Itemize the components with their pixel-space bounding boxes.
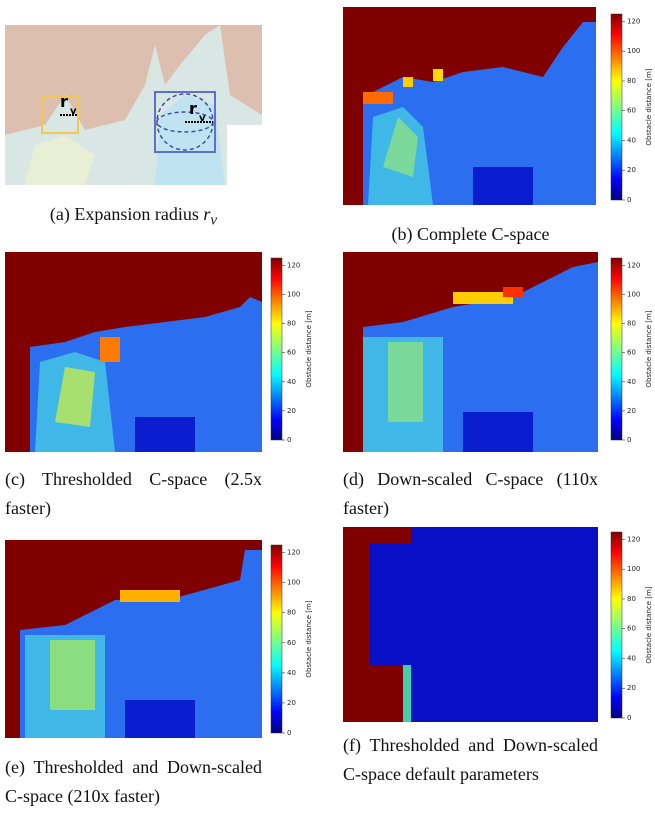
colorbar-tick-label: 80 [287, 609, 296, 617]
colorbar-tick-label: 100 [627, 290, 640, 298]
caption: (d) Down-scaled C-space (110x faster) [343, 469, 598, 518]
caption: (a) Expansion radius rv [5, 200, 262, 236]
colorbar-tick-label: 100 [627, 565, 640, 573]
caption-sub: v [210, 212, 218, 229]
expansion-image: r v r v [5, 25, 262, 185]
heatmap [5, 252, 262, 452]
colorbar-tick-label: 40 [287, 669, 296, 677]
colorbar-tick-label: 120 [627, 17, 640, 25]
colorbar-tick-label: 120 [287, 261, 300, 269]
heatmap [343, 7, 596, 205]
colorbar-tick-label: 60 [627, 349, 636, 357]
caption: (f) Thresholded and Down-scaled C-space … [343, 735, 598, 784]
colorbar-tick-label: 80 [627, 595, 636, 603]
colorbar-tick-label: 60 [627, 625, 636, 633]
caption: (b) Complete C-space [391, 224, 550, 244]
colorbar-tick-label: 120 [627, 261, 640, 269]
heatmap [343, 527, 598, 722]
colorbar-tick-label: 60 [287, 639, 296, 647]
colorbar: 0 20 40 60 80 100 120 Obstacle distance [m] [270, 257, 313, 444]
colorbar-label: Obstacle distance [m] [645, 310, 653, 387]
colorbar-tick-label: 0 [627, 436, 631, 444]
colorbar-tick-label: 120 [287, 549, 300, 557]
colorbar-label: Obstacle distance [m] [305, 600, 313, 677]
colorbar-tick-label: 20 [627, 166, 636, 174]
colorbar-label: Obstacle distance [m] [645, 68, 653, 145]
colorbar-tick-label: 80 [287, 320, 296, 328]
colorbar-tick-label: 40 [627, 136, 636, 144]
colorbar-tick-label: 80 [627, 77, 636, 85]
colorbar-gradient [610, 531, 623, 719]
caption: (c) Thresholded C-space (2.5x faster) [5, 469, 262, 518]
colorbar-tick-label: 60 [627, 107, 636, 115]
annotation: r [60, 92, 68, 111]
colorbar-tick-label: 0 [287, 436, 291, 444]
colorbar-label: Obstacle distance [m] [305, 310, 313, 387]
colorbar-tick-label: 40 [627, 378, 636, 386]
heatmap [5, 540, 262, 738]
annotation-sub: v [70, 106, 77, 117]
colorbar-tick-label: 80 [627, 320, 636, 328]
colorbar-tick-label: 100 [287, 579, 300, 587]
colorbar-tick-label: 0 [287, 729, 291, 737]
caption-math: r [203, 204, 211, 224]
colorbar-gradient [610, 13, 623, 201]
annotation-sub: v [199, 113, 206, 124]
annotation: r [189, 99, 197, 118]
colorbar-tick-label: 20 [627, 407, 636, 415]
colorbar-tick-label: 20 [287, 699, 296, 707]
colorbar-tick-label: 40 [627, 654, 636, 662]
caption-text: (a) Expansion radius [49, 204, 199, 224]
colorbar-tick-label: 20 [627, 684, 636, 692]
colorbar: 0 20 40 60 80 100 120 Obstacle distance [m] [610, 257, 653, 444]
colorbar-label: Obstacle distance [m] [645, 586, 653, 663]
colorbar-tick-label: 0 [627, 714, 631, 722]
colorbar-tick-label: 60 [287, 349, 296, 357]
colorbar-gradient [610, 257, 623, 441]
colorbar-tick-label: 100 [627, 47, 640, 55]
colorbar-tick-label: 0 [627, 196, 631, 204]
colorbar-tick-label: 120 [627, 535, 640, 543]
colorbar-gradient [270, 544, 283, 734]
heatmap [343, 252, 598, 452]
colorbar-tick-label: 100 [287, 290, 300, 298]
colorbar-gradient [270, 257, 283, 441]
colorbar: 0 20 40 60 80 100 120 Obstacle distance [m] [610, 531, 653, 722]
colorbar: 0 20 40 60 80 100 120 Obstacle distance [m] [270, 544, 313, 737]
colorbar-tick-label: 40 [287, 378, 296, 386]
caption: (e) Thresholded and Down-scaled C-space … [5, 757, 262, 806]
colorbar: 0 20 40 60 80 100 120 Obstacle distance [m] [610, 13, 653, 204]
colorbar-tick-label: 20 [287, 407, 296, 415]
